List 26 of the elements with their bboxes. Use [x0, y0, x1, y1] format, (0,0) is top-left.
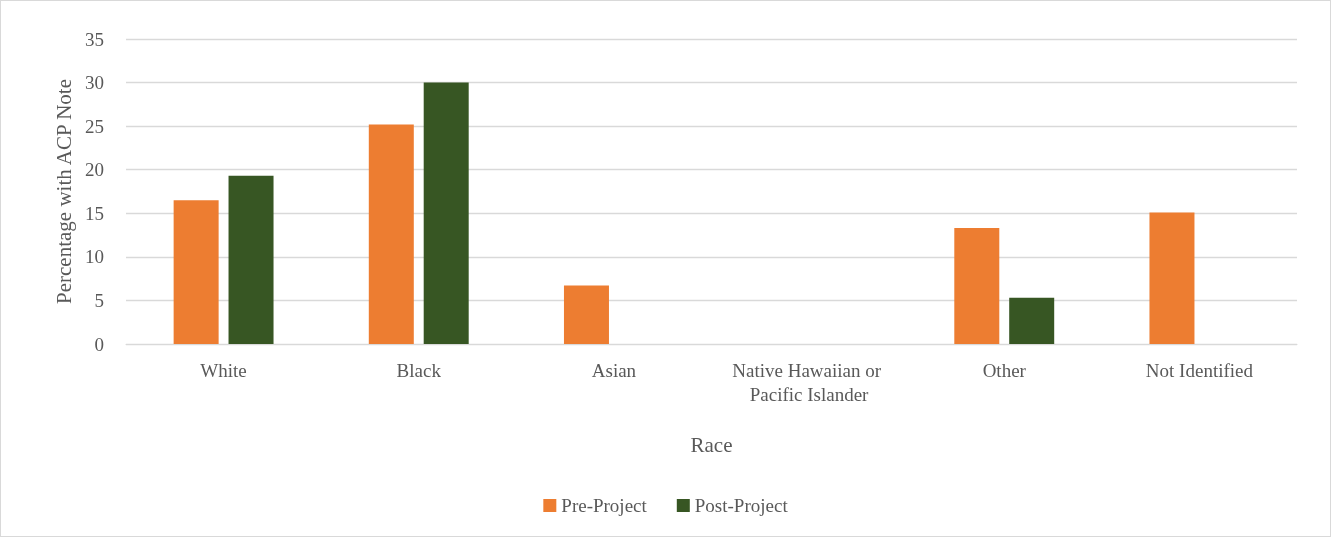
bar: [173, 200, 219, 344]
y-tick-label: 5: [94, 289, 104, 311]
y-tick-label: 0: [94, 333, 104, 355]
x-axis-title: Race: [690, 432, 733, 457]
legend-label: Pre-Project: [561, 495, 648, 516]
y-tick-label: 10: [85, 246, 104, 268]
y-tick-label: 25: [85, 115, 104, 137]
x-tick-label: Other: [982, 359, 1027, 381]
x-tick-label: Asian: [591, 359, 637, 381]
y-tick-label: 20: [85, 159, 104, 181]
x-tick-label: Black: [396, 359, 442, 381]
x-tick-label: White: [200, 359, 247, 381]
y-tick-label: 30: [85, 72, 104, 94]
bar: [368, 124, 414, 344]
y-tick-label: 35: [85, 28, 104, 50]
bar: [423, 82, 469, 344]
bar: [1149, 212, 1195, 344]
x-tick-label: Not Identified: [1145, 359, 1254, 381]
bar: [228, 175, 274, 344]
y-tick-label: 15: [85, 202, 104, 224]
x-tick-label: Native Hawaiian or Pacific Islander: [732, 359, 886, 405]
bar: [954, 228, 1000, 344]
y-axis-title: Percentage with ACP Note: [51, 79, 76, 304]
bar: [1009, 297, 1055, 344]
legend-label: Post-Project: [694, 495, 789, 516]
bar: [563, 285, 609, 344]
